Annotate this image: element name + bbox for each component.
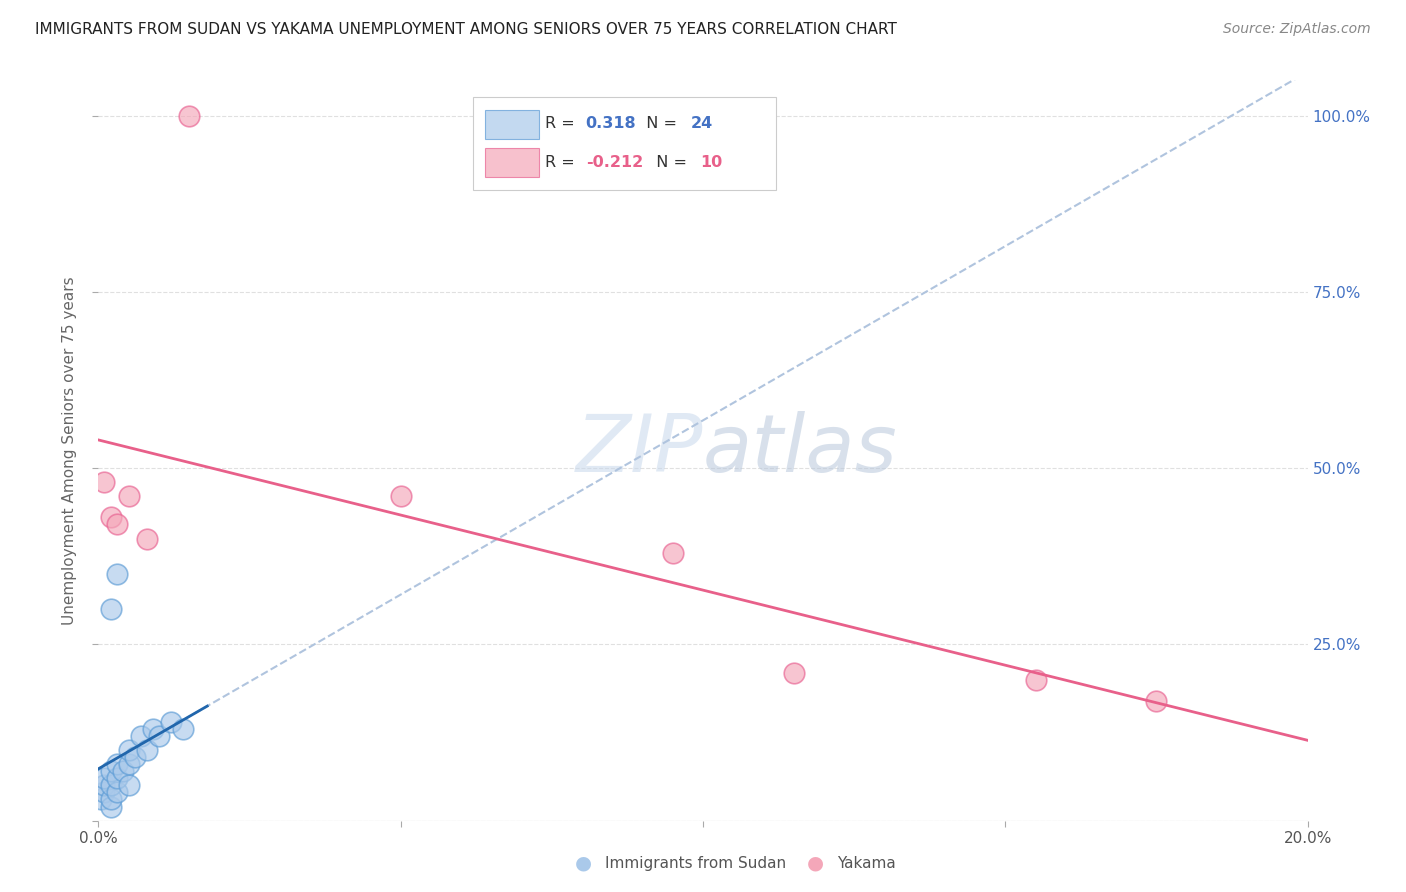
Point bbox=[172, 722, 194, 736]
Text: IMMIGRANTS FROM SUDAN VS YAKAMA UNEMPLOYMENT AMONG SENIORS OVER 75 YEARS CORRELA: IMMIGRANTS FROM SUDAN VS YAKAMA UNEMPLOY… bbox=[35, 22, 897, 37]
FancyBboxPatch shape bbox=[485, 148, 538, 178]
Text: Source: ZipAtlas.com: Source: ZipAtlas.com bbox=[1223, 22, 1371, 37]
Text: Yakama: Yakama bbox=[837, 856, 896, 871]
Point bbox=[93, 785, 115, 799]
Point bbox=[90, 792, 112, 806]
Point bbox=[118, 757, 141, 772]
Point bbox=[100, 602, 122, 616]
Text: 0.318: 0.318 bbox=[586, 117, 637, 131]
Text: ●: ● bbox=[575, 854, 592, 873]
Point bbox=[124, 750, 146, 764]
FancyBboxPatch shape bbox=[474, 97, 776, 190]
Point bbox=[100, 792, 122, 806]
Point bbox=[93, 475, 115, 490]
FancyBboxPatch shape bbox=[485, 110, 538, 139]
Point bbox=[118, 778, 141, 792]
Y-axis label: Unemployment Among Seniors over 75 years: Unemployment Among Seniors over 75 years bbox=[62, 277, 77, 624]
Point bbox=[100, 510, 122, 524]
Point bbox=[105, 772, 128, 786]
Point bbox=[129, 729, 152, 743]
Point bbox=[105, 785, 128, 799]
Point bbox=[105, 566, 128, 581]
Text: -0.212: -0.212 bbox=[586, 155, 643, 170]
Point bbox=[179, 109, 201, 123]
Point bbox=[93, 772, 115, 786]
Point bbox=[93, 778, 115, 792]
Point bbox=[118, 489, 141, 503]
Text: N =: N = bbox=[647, 155, 692, 170]
Text: R =: R = bbox=[544, 117, 579, 131]
Point bbox=[100, 778, 122, 792]
Text: atlas: atlas bbox=[703, 411, 898, 490]
Text: Immigrants from Sudan: Immigrants from Sudan bbox=[605, 856, 786, 871]
Point bbox=[100, 764, 122, 779]
Point bbox=[160, 714, 183, 729]
Point bbox=[1024, 673, 1046, 687]
Text: 24: 24 bbox=[690, 117, 713, 131]
Point bbox=[111, 764, 134, 779]
Point bbox=[783, 665, 806, 680]
Point bbox=[135, 532, 157, 546]
Point bbox=[100, 799, 122, 814]
Point bbox=[105, 757, 128, 772]
Text: ZIP: ZIP bbox=[575, 411, 703, 490]
Point bbox=[661, 546, 683, 560]
Point bbox=[389, 489, 412, 503]
Text: R =: R = bbox=[544, 155, 579, 170]
Point bbox=[148, 729, 170, 743]
Point bbox=[105, 517, 128, 532]
Text: N =: N = bbox=[637, 117, 683, 131]
Point bbox=[1144, 694, 1167, 708]
Point bbox=[118, 743, 141, 757]
Point bbox=[142, 722, 165, 736]
Point bbox=[135, 743, 157, 757]
Text: ●: ● bbox=[807, 854, 824, 873]
Text: 10: 10 bbox=[700, 155, 723, 170]
